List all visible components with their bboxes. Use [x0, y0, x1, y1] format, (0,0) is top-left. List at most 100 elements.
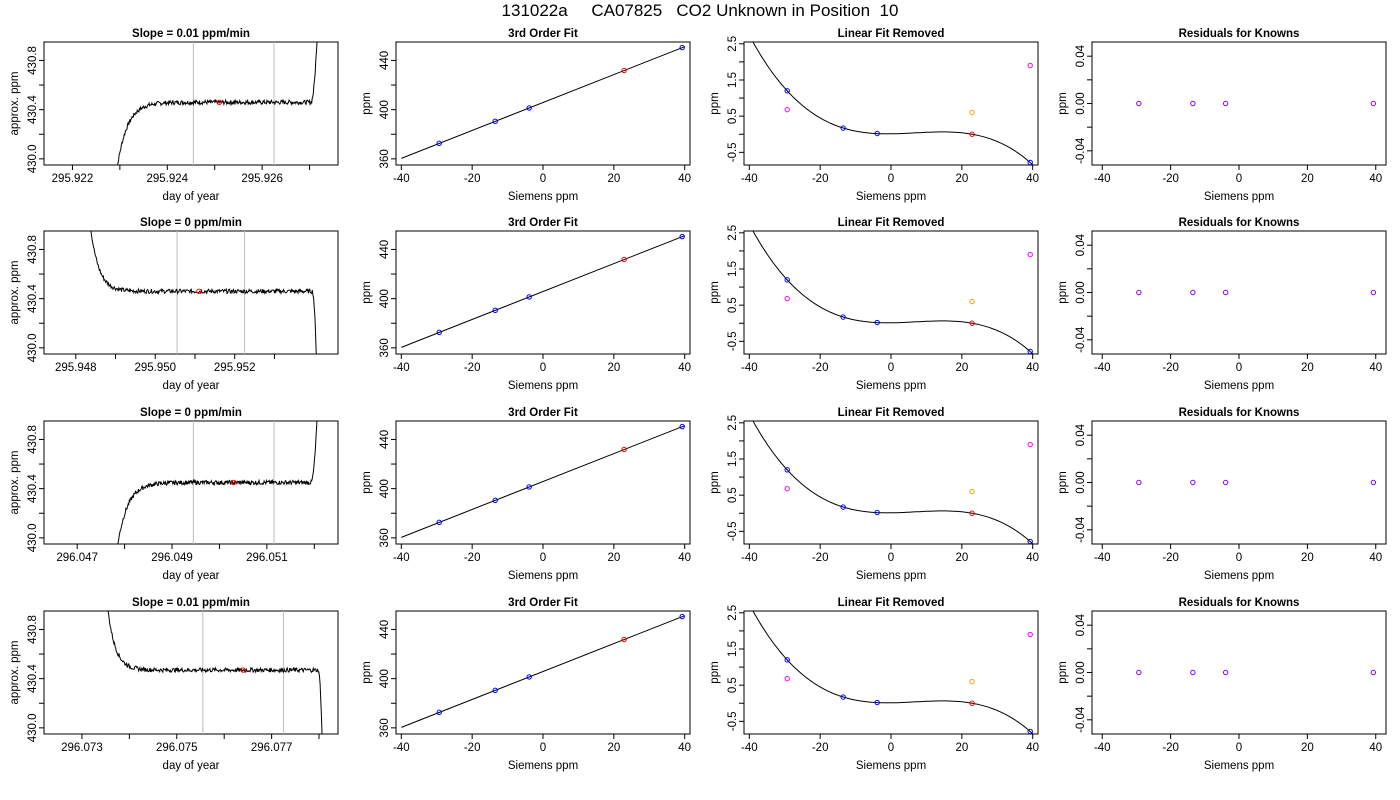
plot-frame [43, 610, 339, 735]
y-tick-label: 430.8 [27, 235, 39, 264]
x-tick-label: 0 [888, 552, 894, 564]
data-point [784, 657, 790, 663]
x-tick-label: 40 [1369, 362, 1382, 374]
data-point [492, 687, 498, 694]
plot-frame [1091, 230, 1387, 355]
data-point [784, 88, 790, 94]
x-tick-label: -40 [393, 173, 410, 185]
panel-title: Linear Fit Removed [838, 28, 945, 40]
y-tick-label: 0.5 [727, 108, 739, 124]
x-tick-label: -40 [741, 173, 758, 185]
panel-title: Slope = 0.01 ppm/min [132, 28, 250, 40]
x-tick-label: 20 [955, 552, 968, 564]
data-point [840, 314, 846, 320]
x-tick-label: 20 [955, 362, 968, 374]
data-point [1027, 159, 1033, 165]
y-tick-label: 0.00 [1075, 281, 1087, 303]
data-point [969, 510, 975, 516]
x-tick-label: 40 [678, 362, 691, 374]
data-point [969, 320, 975, 326]
panel-3-2: Linear Fit Removed -40 -20 0 20 40 -0.5 0.5 1.5 2… [709, 597, 1039, 772]
y-tick-label: 0.5 [727, 677, 739, 693]
data-point [1027, 631, 1033, 638]
x-tick-label: 295.922 [52, 173, 94, 185]
y-axis-label: ppm [709, 92, 721, 114]
data-point [840, 694, 846, 700]
panel-0-3: Residuals for Knowns -40 -20 0 20 40 -0.04 0.00… [1057, 28, 1387, 203]
y-tick-label: 1.5 [727, 451, 739, 467]
data-point [1136, 100, 1142, 107]
panel-title: 3rd Order Fit [508, 28, 578, 40]
y-axis-label: ppm [361, 92, 373, 114]
x-tick-label: 20 [1301, 362, 1314, 374]
x-axis-label: Siemens ppm [508, 760, 578, 772]
x-tick-label: 0 [888, 362, 894, 374]
y-tick-label: 430.4 [27, 95, 39, 124]
x-tick-label: 0 [1236, 362, 1242, 374]
x-tick-label: -40 [1094, 742, 1111, 754]
x-tick-label: 0 [888, 742, 894, 754]
data-point [1136, 669, 1142, 676]
y-tick-label: 440 [379, 51, 391, 70]
data-point [1190, 289, 1196, 296]
x-tick-label: -20 [1162, 742, 1179, 754]
x-tick-label: -20 [812, 742, 829, 754]
data-point [1370, 289, 1377, 296]
plot-frame [743, 420, 1039, 545]
x-tick-label: 20 [607, 742, 620, 754]
x-tick-label: 20 [955, 173, 968, 185]
y-tick-label: 430.0 [27, 713, 39, 742]
fit-line [401, 425, 685, 538]
average-point [196, 288, 202, 294]
panel-title: 3rd Order Fit [508, 407, 578, 419]
plot-frame [395, 230, 691, 355]
y-tick-label: -0.04 [1075, 706, 1087, 733]
x-tick-label: 40 [1026, 742, 1039, 754]
x-tick-label: 20 [955, 742, 968, 754]
data-point [492, 497, 498, 504]
x-axis-label: Siemens ppm [856, 570, 926, 582]
fit-curve [752, 611, 1034, 734]
x-tick-label: -20 [1162, 173, 1179, 185]
y-tick-label: 430.8 [27, 46, 39, 75]
y-tick-label: 2.5 [727, 225, 739, 241]
data-point [840, 125, 846, 131]
data-point [874, 130, 880, 137]
data-point [621, 67, 627, 74]
x-tick-label: 40 [1369, 552, 1382, 564]
x-tick-label: -20 [812, 552, 829, 564]
panel-3-0: Slope = 0.01 ppm/min 296.073 296.075 296.07… [9, 597, 339, 772]
data-point [969, 678, 975, 685]
x-tick-label: 40 [1369, 173, 1382, 185]
x-tick-label: -40 [741, 362, 758, 374]
x-tick-label: 40 [678, 552, 691, 564]
y-tick-label: 360 [379, 718, 391, 737]
data-point [621, 256, 627, 263]
y-tick-label: 0.5 [727, 297, 739, 313]
x-axis-label: Siemens ppm [1204, 760, 1274, 772]
y-axis-label: ppm [709, 661, 721, 683]
x-axis-label: Siemens ppm [508, 570, 578, 582]
x-tick-label: -20 [1162, 362, 1179, 374]
plot-frame [1091, 420, 1387, 545]
data-point [1370, 479, 1377, 486]
data-point [492, 307, 498, 314]
data-point [1222, 289, 1229, 296]
y-tick-label: 0.00 [1075, 471, 1087, 493]
panel-0-0: Slope = 0.01 ppm/min 295.922 295.924 295.92… [9, 28, 339, 203]
plot-frame [743, 230, 1039, 355]
y-tick-label: 0.00 [1075, 661, 1087, 683]
data-point [526, 294, 532, 300]
y-axis-label: ppm [709, 281, 721, 303]
data-point [969, 488, 975, 495]
y-axis-label: approx. ppm [9, 261, 21, 325]
signal-trace [117, 421, 318, 544]
y-axis-label: approx. ppm [9, 641, 21, 705]
x-tick-label: 20 [1301, 173, 1314, 185]
y-tick-label: 440 [379, 430, 391, 449]
y-tick-label: 400 [379, 479, 391, 498]
x-tick-label: -40 [1094, 552, 1111, 564]
panel-title: Residuals for Knowns [1179, 28, 1300, 40]
y-axis-label: ppm [361, 281, 373, 303]
x-tick-label: 0 [1236, 552, 1242, 564]
